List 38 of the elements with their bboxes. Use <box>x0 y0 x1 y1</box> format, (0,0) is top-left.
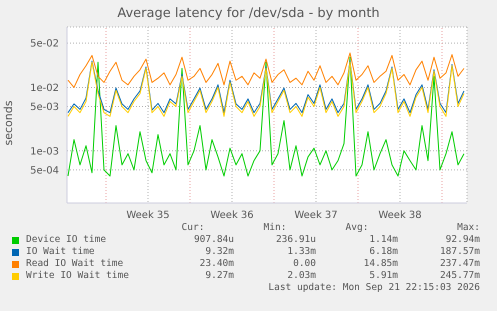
line-series <box>68 56 464 177</box>
text: 1.33m <box>286 246 316 258</box>
text: Cur: <box>180 222 206 234</box>
y-axis-title: seconds <box>2 100 15 148</box>
text: 1.14m <box>368 234 398 246</box>
text: 23.40m <box>198 258 234 270</box>
text: 9.27m <box>204 270 234 282</box>
text: 236.91u <box>274 234 316 246</box>
text: 907.84u <box>192 234 234 246</box>
chart-title: Average latency for /dev/sda - by month <box>116 6 381 21</box>
text: 5.91m <box>368 270 398 282</box>
y-tick-label: 1e-02 <box>30 83 59 94</box>
x-tick-label: Week 38 <box>378 210 422 222</box>
text: 2.03m <box>286 270 316 282</box>
text: 187.57m <box>438 246 480 258</box>
legend-label: Write IO Wait time <box>26 270 129 282</box>
text: Max: <box>456 222 480 234</box>
text: 14.85m <box>362 258 398 270</box>
x-tick-label: Week 37 <box>294 210 338 222</box>
y-tick-label: 5e-03 <box>30 102 59 114</box>
x-tick-label: Week 35 <box>126 210 170 222</box>
text: Avg: <box>344 222 370 234</box>
text: 9.32m <box>204 246 234 258</box>
legend-label: IO Wait time <box>26 246 95 258</box>
legend-label: Device IO time <box>26 234 106 246</box>
line-series <box>68 52 464 88</box>
text: Last update: Mon Sep 21 22:15:03 2026 <box>267 282 480 294</box>
legend-label: Read IO Wait time <box>26 258 124 270</box>
text: 245.77m <box>438 270 480 282</box>
text: Min: <box>262 222 288 234</box>
text: 92.94m <box>444 234 480 246</box>
x-tick-label: Week 36 <box>210 210 254 222</box>
y-tick-label: 5e-04 <box>30 165 59 176</box>
text: 0.00 <box>292 258 316 270</box>
text: 237.47m <box>438 258 480 270</box>
text: 6.18m <box>368 246 398 258</box>
y-tick-label: 1e-03 <box>30 146 59 158</box>
y-tick-label: 5e-02 <box>30 38 59 50</box>
